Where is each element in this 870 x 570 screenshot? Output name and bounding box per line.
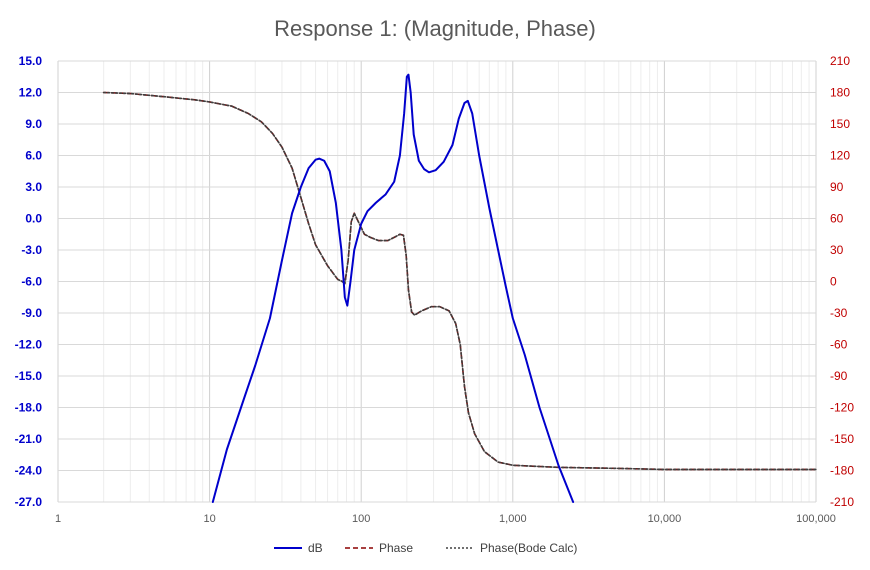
y-right-tick-label: 210 <box>830 54 850 68</box>
x-tick-label: 10 <box>203 513 215 525</box>
x-tick-label: 1,000 <box>499 513 527 525</box>
x-tick-label: 100 <box>352 513 370 525</box>
y-left-tick-label: -24.0 <box>15 464 43 478</box>
x-tick-label: 10,000 <box>648 513 682 525</box>
y-left-tick-label: 9.0 <box>25 117 42 131</box>
y-left-tick-label: -15.0 <box>15 369 43 383</box>
y-left-tick-label: -18.0 <box>15 401 43 415</box>
y-left-tick-label: -9.0 <box>21 306 42 320</box>
legend-label: Phase(Bode Calc) <box>480 541 577 555</box>
y-left-tick-label: 3.0 <box>25 180 42 194</box>
y-right-tick-label: -60 <box>830 338 848 352</box>
y-right-tick-label: 180 <box>830 86 850 100</box>
legend-label: Phase <box>379 541 413 555</box>
grid <box>57 60 817 503</box>
y-right-tick-label: -180 <box>830 464 854 478</box>
y-left-tick-label: -12.0 <box>15 338 43 352</box>
x-tick-label: 1 <box>55 513 61 525</box>
axes: 15.0 12.0 9.0 6.0 3.0 0.0 -3.0 -6.0 -9.0 -12.0 -15… <box>15 54 855 525</box>
legend-label: dB <box>308 541 323 555</box>
y-right-tick-label: 150 <box>830 117 850 131</box>
y-right-tick-label: -90 <box>830 369 848 383</box>
y-left-tick-label: 15.0 <box>19 54 43 68</box>
series-line-db <box>211 73 575 503</box>
y-left-tick-label: -3.0 <box>21 243 42 257</box>
y-right-tick-label: 120 <box>830 149 850 163</box>
y-left-tick-label: -27.0 <box>15 495 43 509</box>
y-left-tick-label: -6.0 <box>21 275 42 289</box>
y-right-tick-label: -30 <box>830 306 848 320</box>
legend: dB Phase Phase(Bode Calc) <box>274 541 577 555</box>
y-right-tick-label: 90 <box>830 180 844 194</box>
y-right-tick-label: -210 <box>830 495 854 509</box>
y-right-tick-label: 60 <box>830 212 844 226</box>
y-left-tick-label: 12.0 <box>19 86 43 100</box>
y-left-tick-label: 0.0 <box>25 212 42 226</box>
x-tick-label: 100,000 <box>796 513 836 525</box>
y-left-tick-label: 6.0 <box>25 149 42 163</box>
series-line-phase <box>102 91 817 471</box>
y-right-tick-label: 30 <box>830 243 844 257</box>
y-right-tick-label: -120 <box>830 401 854 415</box>
series-line-phase-bode-calc <box>102 91 817 471</box>
y-right-tick-label: 0 <box>830 275 837 289</box>
chart-title: Response 1: (Magnitude, Phase) <box>274 16 596 41</box>
plot-series <box>102 73 817 503</box>
y-left-tick-label: -21.0 <box>15 432 43 446</box>
y-right-tick-label: -150 <box>830 432 854 446</box>
